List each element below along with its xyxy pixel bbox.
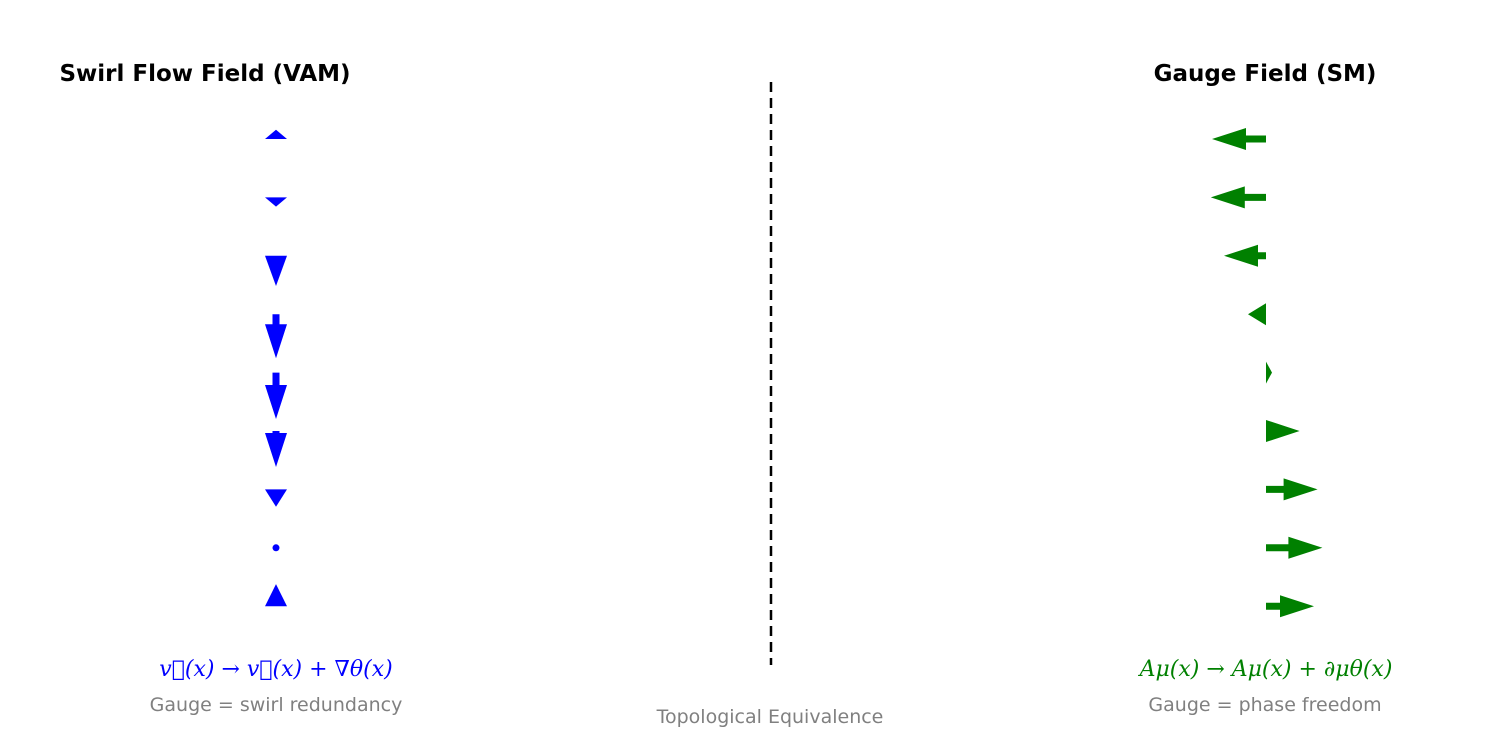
- field-gauge-equation: Aμ(x) → Aμ(x) + ∂μθ(x): [1138, 657, 1393, 682]
- swirl-flow-arrows: [265, 129, 287, 607]
- right-panel-title: Gauge Field (SM): [1154, 61, 1377, 87]
- swirl-arrow: [272, 544, 280, 552]
- gauge-arrow: [1266, 361, 1272, 384]
- swirl-gauge-caption: Gauge = swirl redundancy: [150, 694, 403, 716]
- divider-caption: Topological Equivalence: [656, 706, 884, 728]
- swirl-arrow: [265, 489, 287, 507]
- gauge-arrow: [1212, 128, 1266, 150]
- swirl-arrow: [265, 255, 287, 286]
- swirl-arrow: [265, 431, 287, 467]
- gauge-arrow: [1210, 186, 1266, 209]
- swirl-arrow: [265, 372, 287, 419]
- gauge-arrow: [1266, 595, 1314, 618]
- field-gauge-caption: Gauge = phase freedom: [1148, 694, 1381, 716]
- swirl-gauge-equation: v⃗(x) → v⃗(x) + ∇θ(x): [159, 657, 392, 682]
- gauge-arrow: [1224, 244, 1266, 267]
- gauge-arrow: [1266, 536, 1323, 559]
- gauge-arrow: [1248, 303, 1266, 326]
- left-panel-title: Swirl Flow Field (VAM): [59, 61, 350, 87]
- gauge-field-arrows: [1210, 128, 1323, 618]
- swirl-arrow: [265, 584, 287, 607]
- gauge-arrow: [1266, 420, 1300, 442]
- swirl-arrow: [265, 197, 287, 207]
- swirl-arrow: [265, 314, 287, 359]
- gauge-arrow: [1266, 478, 1318, 501]
- swirl-arrow: [265, 129, 287, 139]
